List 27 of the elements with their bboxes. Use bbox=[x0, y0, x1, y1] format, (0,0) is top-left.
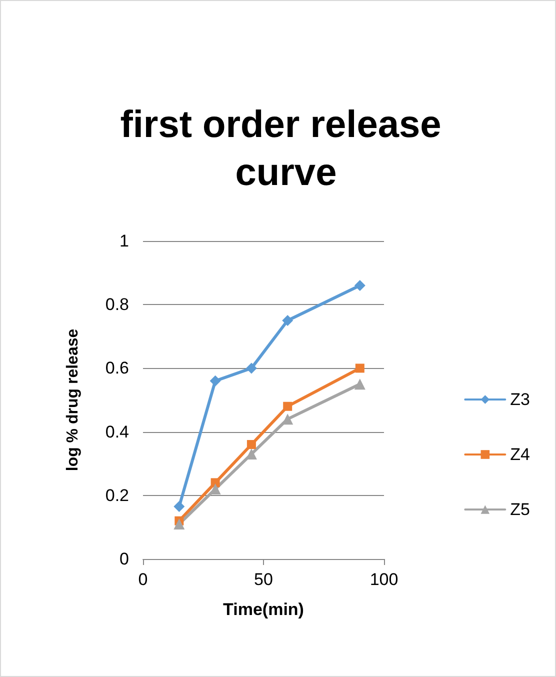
x-tick-label: 0 bbox=[138, 570, 148, 589]
chart-title: first order release curve bbox=[120, 104, 452, 194]
legend-label: Z5 bbox=[510, 500, 530, 519]
point bbox=[283, 402, 292, 411]
x-axis-title: Time(min) bbox=[223, 600, 304, 619]
point bbox=[246, 362, 257, 374]
point bbox=[355, 364, 364, 373]
point bbox=[174, 501, 185, 512]
y-tick-label: 0 bbox=[120, 550, 129, 568]
point bbox=[210, 375, 221, 386]
point bbox=[354, 280, 366, 292]
y-axis-title: log % drug release bbox=[64, 328, 82, 472]
x-tick-label: 50 bbox=[254, 570, 273, 589]
point bbox=[282, 315, 294, 326]
y-tick-label: 0.8 bbox=[105, 295, 129, 314]
y-tick-label: 0.4 bbox=[105, 422, 129, 442]
point bbox=[210, 478, 220, 488]
point bbox=[174, 518, 185, 530]
point bbox=[246, 440, 256, 450]
point bbox=[354, 378, 366, 390]
y-tick-label: 0.2 bbox=[105, 486, 129, 505]
legend-label: Z4 bbox=[510, 445, 530, 464]
legend-label: Z3 bbox=[510, 390, 530, 409]
point bbox=[282, 414, 294, 425]
y-tick-label: 0.6 bbox=[105, 358, 129, 378]
x-tick-label: 100 bbox=[370, 570, 398, 589]
y-tick-label: 1 bbox=[120, 232, 129, 250]
